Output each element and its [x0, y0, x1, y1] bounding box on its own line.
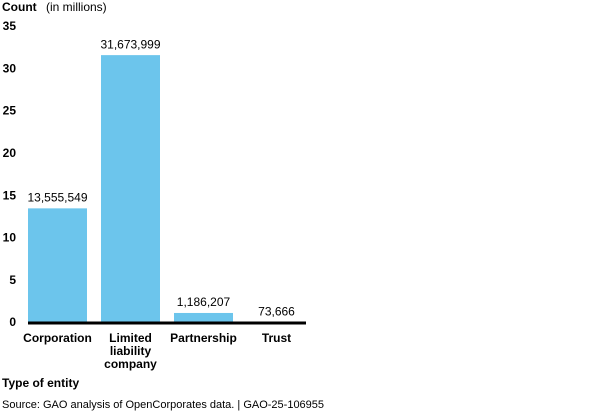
x-tick-label: Limited liability company	[104, 331, 157, 371]
value-label: 31,673,999	[100, 37, 160, 51]
chart-title: Count	[2, 0, 37, 14]
source-note: Source: GAO analysis of OpenCorporates d…	[2, 399, 324, 411]
bar	[101, 55, 160, 323]
bar	[174, 312, 233, 323]
bar	[28, 208, 87, 323]
y-tick-label: 5	[9, 273, 16, 287]
x-tick-label: Partnership	[170, 331, 237, 345]
y-tick-label: 0	[9, 315, 16, 329]
y-tick-label: 15	[3, 188, 17, 202]
chart-subtitle: (in millions)	[46, 0, 107, 14]
y-tick-label: 20	[3, 146, 17, 160]
y-tick-label: 25	[3, 104, 17, 118]
y-tick-label: 35	[3, 19, 17, 33]
x-tick-label: Trust	[262, 331, 291, 345]
value-label: 13,555,549	[27, 191, 87, 205]
value-label: 73,666	[258, 305, 295, 319]
x-tick-label: Corporation	[23, 331, 92, 345]
y-tick-label: 10	[3, 231, 17, 245]
value-label: 1,186,207	[177, 295, 231, 309]
x-axis-label: Type of entity	[2, 376, 79, 390]
y-tick-label: 30	[3, 61, 17, 75]
